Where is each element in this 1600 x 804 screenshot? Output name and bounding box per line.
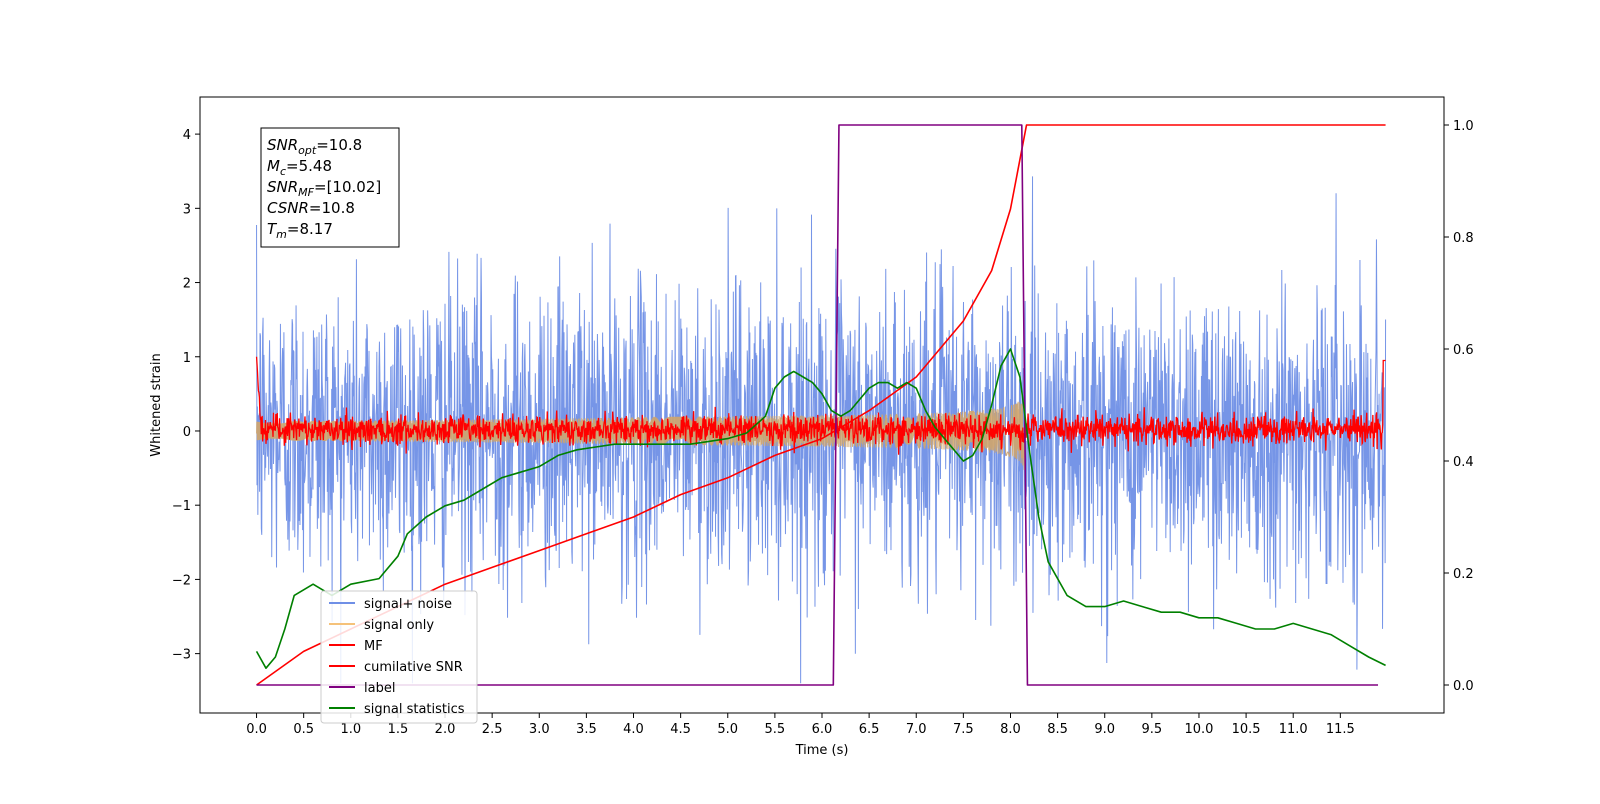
x-tick-label: 0.5	[293, 722, 314, 737]
legend-label-mf: MF	[364, 639, 383, 654]
y-tick-label: 1	[183, 351, 191, 366]
y-tick-label: 0	[183, 425, 191, 440]
x-tick-label: 5.0	[717, 722, 738, 737]
stat-tm: Tm=8.17	[267, 220, 333, 241]
y-tick-label: −3	[172, 648, 191, 663]
x-tick-label: 10.0	[1184, 722, 1213, 737]
stat-snr-opt: SNRopt=10.8	[267, 136, 362, 157]
y-axis-label: Whitened strain	[149, 353, 164, 456]
stats-annotation-box: SNRopt=10.8 Mc=5.48 SNRMF=[10.02] CSNR=1…	[260, 127, 400, 248]
x-tick-label: 2.5	[482, 722, 503, 737]
stat-snr-mf: SNRMF=[10.02]	[267, 178, 381, 199]
x-tick-label: 1.0	[340, 722, 361, 737]
y-axis-right: 0.0 0.2 0.4 0.6 0.8 1.0	[1444, 119, 1474, 694]
x-tick-label: 0.0	[246, 722, 267, 737]
x-tick-label: 4.0	[623, 722, 644, 737]
y-tick-label: 3	[183, 202, 191, 217]
x-axis-label: Time (s)	[795, 743, 849, 758]
y-tick-label: −1	[172, 499, 191, 514]
series-label	[256, 124, 1379, 686]
x-tick-label: 10.5	[1232, 722, 1261, 737]
y-axis-left: −3 −2 −1 0 1 2 3 4	[172, 128, 200, 663]
y-right-tick-label: 0.0	[1453, 679, 1474, 694]
y-right-tick-label: 0.4	[1453, 455, 1474, 470]
legend: signal+ noise signal only MF cumilative …	[320, 590, 478, 724]
x-tick-label: 6.5	[859, 722, 880, 737]
y-tick-label: 4	[183, 128, 191, 143]
y-right-tick-label: 1.0	[1453, 119, 1474, 134]
x-tick-label: 9.5	[1142, 722, 1163, 737]
x-tick-label: 9.0	[1094, 722, 1115, 737]
series-signal-statistics	[255, 348, 1386, 669]
x-tick-label: 7.5	[953, 722, 974, 737]
legend-label-signal-statistics: signal statistics	[364, 702, 465, 717]
series-mf	[255, 356, 1386, 455]
stat-csnr: CSNR=10.8	[267, 199, 355, 217]
legend-label-signal-only: signal only	[364, 618, 434, 633]
x-tick-label: 4.5	[670, 722, 691, 737]
x-tick-label: 8.5	[1047, 722, 1068, 737]
x-tick-label: 1.5	[388, 722, 409, 737]
x-tick-label: 11.5	[1326, 722, 1355, 737]
x-tick-label: 7.0	[906, 722, 927, 737]
y-tick-label: 2	[183, 277, 191, 292]
x-tick-label: 11.0	[1279, 722, 1308, 737]
y-tick-label: −2	[172, 573, 191, 588]
y-right-tick-label: 0.8	[1453, 231, 1474, 246]
series-signal-noise	[256, 176, 1387, 684]
x-tick-label: 2.0	[435, 722, 456, 737]
x-axis: 0.0 0.5 1.0 1.5 2.0 2.5 3.0 3.5 4.0 4.5 5.0 5.5 6.0 6…	[246, 713, 1355, 737]
legend-label-signal-noise: signal+ noise	[364, 597, 452, 612]
legend-label-label: label	[364, 681, 395, 696]
x-tick-label: 3.5	[576, 722, 597, 737]
legend-label-cumulative-snr: cumilative SNR	[364, 660, 463, 675]
x-tick-label: 5.5	[765, 722, 786, 737]
x-tick-label: 3.0	[529, 722, 550, 737]
stat-mc: Mc=5.48	[267, 157, 332, 178]
x-tick-label: 6.0	[812, 722, 833, 737]
y-right-tick-label: 0.2	[1453, 567, 1474, 582]
x-tick-label: 8.0	[1000, 722, 1021, 737]
y-right-tick-label: 0.6	[1453, 343, 1474, 358]
